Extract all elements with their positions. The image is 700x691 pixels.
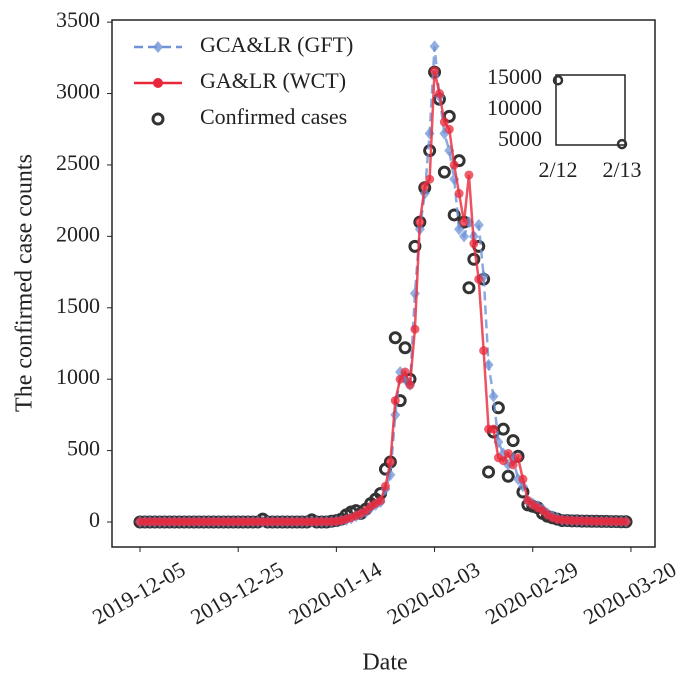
marker <box>621 517 631 527</box>
marker <box>491 401 505 415</box>
x-tick-label: 2019-12-25 <box>186 556 287 629</box>
marker <box>462 281 476 295</box>
marker <box>380 481 390 491</box>
marker <box>425 174 435 184</box>
marker <box>513 453 523 463</box>
legend-label: GCA&LR (GFT) <box>200 32 353 57</box>
marker <box>376 496 386 506</box>
inset-x-tick-label: 2/13 <box>602 157 641 182</box>
marker <box>449 160 459 170</box>
x-tick-label: 2019-12-05 <box>88 556 189 629</box>
marker <box>483 358 494 371</box>
marker <box>473 218 484 231</box>
marker <box>498 456 508 466</box>
marker <box>434 89 444 99</box>
marker <box>479 346 489 356</box>
inset-point <box>552 75 564 86</box>
marker <box>454 223 465 236</box>
inset-point <box>616 138 628 150</box>
marker <box>405 380 415 390</box>
marker <box>409 287 420 300</box>
inset-frame <box>555 74 626 146</box>
marker <box>437 165 451 179</box>
marker <box>429 40 440 53</box>
inset-y-tick-label: 15000 <box>487 64 542 89</box>
marker <box>388 331 402 345</box>
y-tick-label: 2000 <box>56 221 100 246</box>
marker <box>506 434 520 448</box>
y-tick-label: 2500 <box>56 150 100 175</box>
marker <box>420 181 430 191</box>
inset-y-tick-label: 10000 <box>487 95 542 120</box>
marker <box>469 239 479 249</box>
inset-y-tick-label: 5000 <box>498 126 542 151</box>
marker <box>488 424 498 434</box>
legend-label: Confirmed cases <box>200 104 347 129</box>
marker <box>398 341 412 355</box>
inset-x-tick-label: 2/12 <box>538 157 577 182</box>
legend-marker <box>151 112 165 126</box>
marker <box>459 230 470 243</box>
marker <box>439 117 449 127</box>
marker <box>488 390 499 403</box>
plot-frame <box>111 19 656 548</box>
marker <box>410 324 420 334</box>
marker <box>467 252 481 266</box>
marker <box>444 124 454 134</box>
marker <box>385 457 395 467</box>
marker <box>464 170 474 180</box>
y-tick-label: 1000 <box>56 364 100 389</box>
marker <box>503 448 513 458</box>
x-tick-label: 2020-02-29 <box>481 556 582 629</box>
marker <box>518 474 528 484</box>
marker <box>501 469 515 483</box>
marker <box>415 217 425 227</box>
x-axis-label: Date <box>362 650 407 676</box>
marker <box>482 465 496 479</box>
y-tick-label: 500 <box>67 436 100 461</box>
series-line <box>139 70 627 523</box>
x-tick-label: 2020-03-20 <box>579 556 680 629</box>
marker <box>496 422 510 436</box>
y-axis-label: The confirmed case counts <box>12 154 38 412</box>
y-tick-label: 3000 <box>56 79 100 104</box>
marker <box>508 460 518 470</box>
marker <box>474 274 484 284</box>
marker <box>430 66 440 76</box>
y-tick-label: 1500 <box>56 293 100 318</box>
marker <box>395 374 405 384</box>
marker <box>447 208 461 222</box>
x-tick-label: 2020-01-14 <box>284 556 385 629</box>
y-tick-label: 0 <box>89 507 100 532</box>
marker <box>454 189 464 199</box>
y-tick-label: 3500 <box>56 7 100 32</box>
legend-label: GA&LR (WCT) <box>200 68 346 93</box>
marker <box>459 217 469 227</box>
x-tick-label: 2020-02-03 <box>383 556 484 629</box>
legend-marker <box>153 78 163 88</box>
legend-marker <box>153 41 163 53</box>
marker <box>400 367 410 377</box>
marker <box>390 396 400 406</box>
